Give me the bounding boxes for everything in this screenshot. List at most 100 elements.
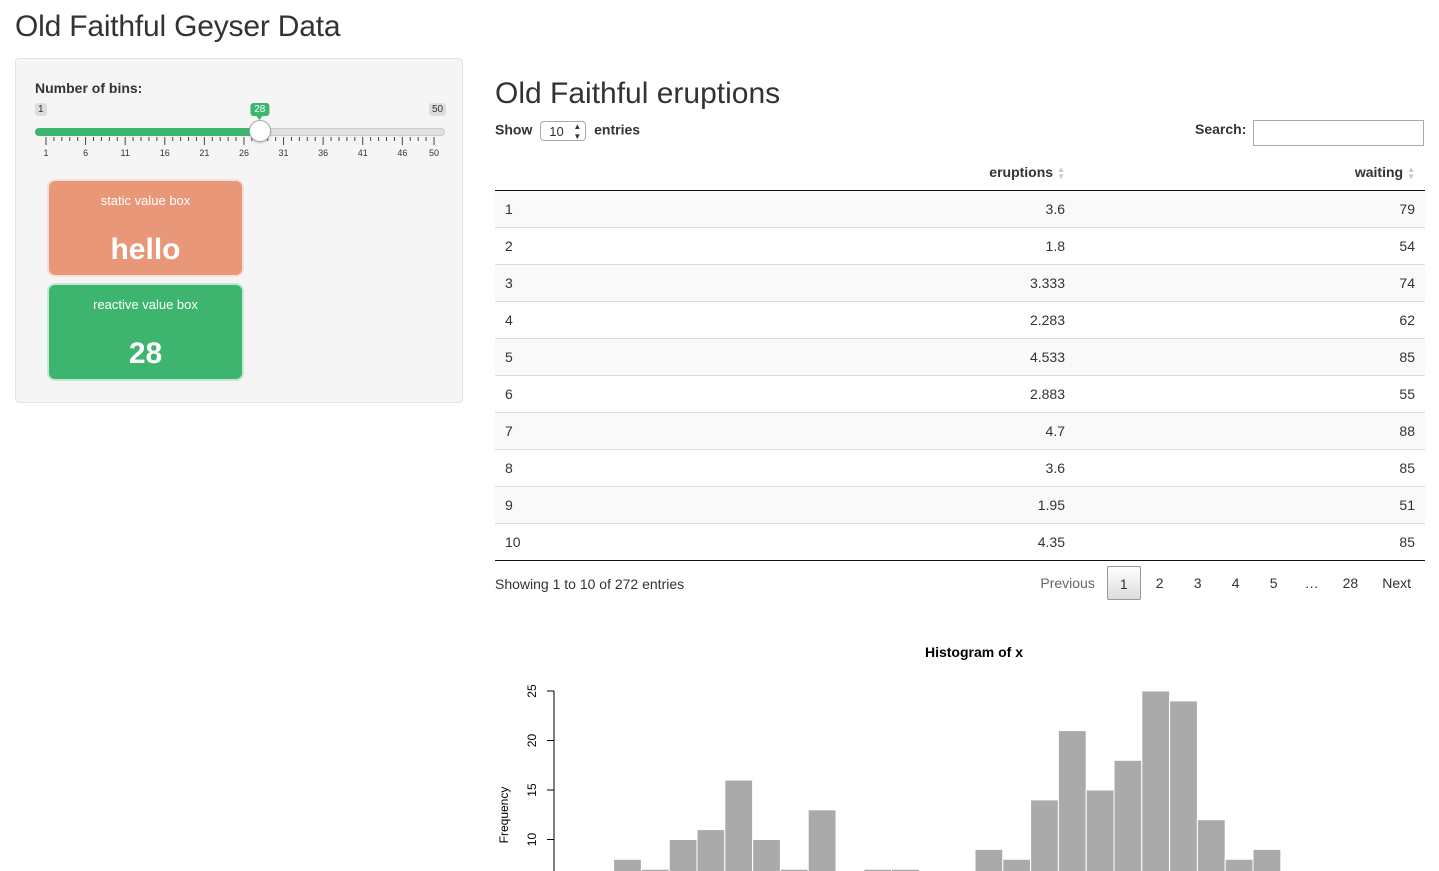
page-length-value: 10 [549,124,564,139]
page-length-select[interactable]: 10 ▲ ▼ [540,121,587,141]
y-tick-label: 10 [525,833,539,847]
row-index-cell: 6 [495,375,565,413]
waiting-cell: 74 [1075,264,1425,302]
show-label: Show [495,121,533,138]
row-index-cell: 7 [495,412,565,450]
static-value-box-title: static value box [100,193,191,208]
waiting-cell: 54 [1075,227,1425,265]
waiting-cell: 51 [1075,486,1425,524]
index-header [495,154,565,191]
app-title: Old Faithful Geyser Data [15,10,341,43]
reactive-value-box: reactive value box 28 [47,283,244,381]
table-row[interactable]: 3 3.333 74 [495,264,1425,302]
length-control: Show 10 ▲ ▼ entries [495,121,640,141]
page-button[interactable]: 4 [1231,575,1240,591]
histogram-bar [724,779,754,871]
page-button[interactable]: 28 [1342,575,1359,591]
static-value-box-value: hello [110,233,181,266]
slider-tick-label: 31 [279,148,289,158]
waiting-cell: 55 [1075,375,1425,413]
table-row[interactable]: 1 3.6 79 [495,190,1425,228]
search-input[interactable] [1253,120,1424,146]
slider-max-label: 50 [429,103,447,116]
histogram-bar [696,829,726,871]
histogram-bar [640,868,670,871]
histogram-chart: Histogram of x 10 15 20 25 Frequency [497,644,1282,871]
eruptions-cell: 4.533 [565,338,1075,376]
histogram-bar [807,809,837,871]
histogram-container: Histogram of x 10 15 20 25 Frequency [495,630,1425,871]
waiting-cell: 85 [1075,523,1425,561]
table-row[interactable]: 6 2.883 55 [495,375,1425,413]
histogram-bar [1085,789,1115,871]
slider-tick-label: 21 [199,148,209,158]
row-index-cell: 10 [495,523,565,561]
table-info: Showing 1 to 10 of 272 entries [495,576,685,592]
slider-tick-label: 36 [318,148,328,158]
next-page-button[interactable]: Next [1382,575,1411,591]
eruptions-header-label: eruptions [989,163,1054,180]
waiting-header[interactable]: waiting ▲ ▼ [1075,154,1425,191]
table-row[interactable]: 2 1.8 54 [495,227,1425,265]
waiting-cell: 85 [1075,338,1425,376]
histogram-bar [891,868,920,871]
page-button[interactable]: 2 [1155,575,1164,591]
select-arrows-icon: ▲ ▼ [573,122,582,141]
page-button[interactable]: 3 [1193,575,1202,591]
slider-tick-label: 41 [358,148,368,158]
table-body: 1 3.6 79 2 1.8 54 3 3.333 74 4 2.283 62 5 4.533 85 6 2.8… [495,190,1425,561]
slider-tick-label: 1 [43,148,48,158]
row-index-cell: 8 [495,449,565,487]
previous-page-button[interactable]: Previous [1040,575,1095,591]
y-tick-label: 20 [525,734,539,748]
entries-label: entries [594,121,641,138]
eruptions-cell: 3.6 [565,190,1075,228]
histogram-bar [974,848,1004,871]
table-header-row: eruptions ▲ ▼ waiting ▲ ▼ [495,154,1425,191]
table-row[interactable]: 9 1.95 51 [495,486,1425,524]
histogram-bar [1030,799,1059,871]
row-index-cell: 9 [495,486,565,524]
slider-ticks: 1 6 11 16 21 26 31 36 41 46 50 [43,137,439,158]
row-index-cell: 5 [495,338,565,376]
bins-slider-handle[interactable] [248,120,271,142]
slider-tick-label: 6 [83,148,88,158]
table-row[interactable]: 7 4.7 88 [495,412,1425,450]
eruptions-cell: 3.6 [565,449,1075,487]
row-index-cell: 3 [495,264,565,302]
table-row[interactable]: 10 4.35 85 [495,523,1425,561]
slider-value-label: 28 [250,103,270,120]
histogram-bar [1224,858,1254,871]
bins-slider-fill [35,128,260,136]
slider-min-label: 1 [35,103,47,116]
histogram-bar [752,839,781,871]
table-row[interactable]: 5 4.533 85 [495,338,1425,376]
page-button[interactable]: 1 [1106,566,1141,600]
histogram-bar [1002,858,1032,871]
row-index-cell: 2 [495,227,565,265]
waiting-cell: 62 [1075,301,1425,339]
bins-slider-label: Number of bins: [35,80,143,96]
histogram-bar [668,839,698,871]
eruptions-header[interactable]: eruptions ▲ ▼ [565,154,1075,191]
slider-tick-label: 46 [397,148,407,158]
row-index-cell: 1 [495,190,565,228]
data-table: eruptions ▲ ▼ waiting ▲ ▼ 1 3.6 79 2 1.8 54 3 3.333… [495,154,1425,561]
table-row[interactable]: 4 2.283 62 [495,301,1425,339]
pagination: Previous 1 2 3 4 5 … 28 Next [1028,566,1423,600]
eruptions-cell: 4.35 [565,523,1075,561]
sort-icon: ▲ ▼ [1057,165,1065,182]
slider-tick-label: 26 [239,148,249,158]
histogram-bar [1169,700,1198,871]
waiting-cell: 85 [1075,449,1425,487]
table-row[interactable]: 8 3.6 85 [495,449,1425,487]
waiting-cell: 79 [1075,190,1425,228]
slider-tick-label: 16 [160,148,170,158]
reactive-value-box-title: reactive value box [93,297,198,312]
sort-icon: ▲ ▼ [1407,165,1415,182]
reactive-value-box-value: 28 [128,337,163,370]
row-index-cell: 4 [495,301,565,339]
eruptions-cell: 3.333 [565,264,1075,302]
y-tick-label: 25 [525,684,539,698]
page-button[interactable]: 5 [1269,575,1278,591]
